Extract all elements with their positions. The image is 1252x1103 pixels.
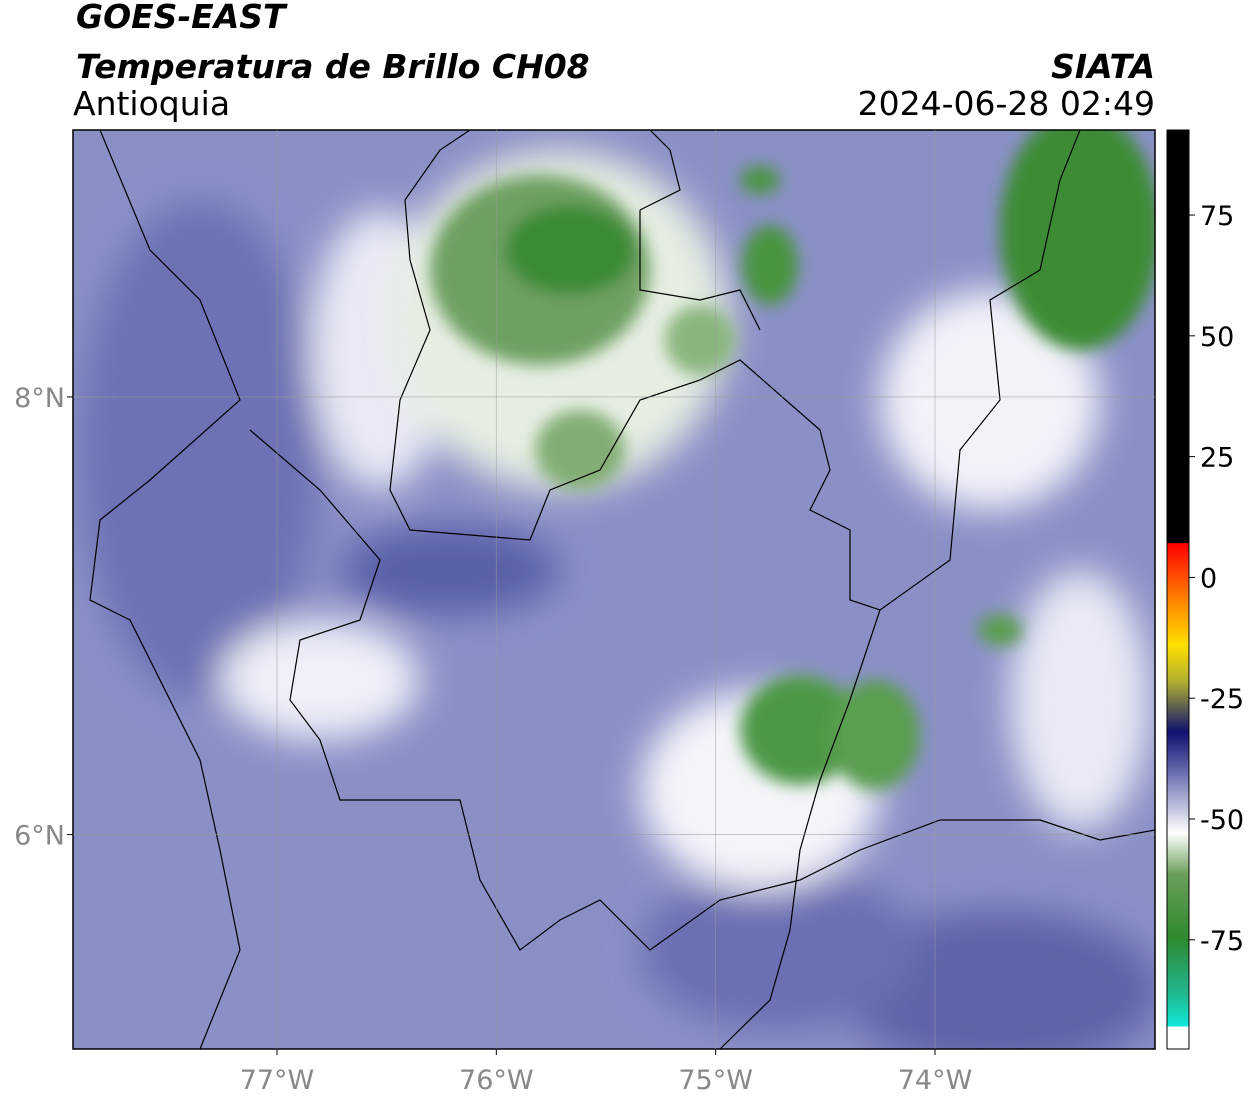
title: GOES-EAST	[76, 0, 288, 36]
colorbar-tick-label: -50	[1200, 805, 1244, 836]
colorbar-tick-label: -75	[1200, 926, 1244, 957]
y-tick-label: 6°N	[14, 821, 65, 852]
map-frame	[72, 129, 1156, 1050]
colorbar-tick-label: 50	[1200, 322, 1234, 353]
x-tick-label: 77°W	[240, 1065, 315, 1096]
x-tick-label: 75°W	[678, 1065, 753, 1096]
y-tick-label: 8°N	[14, 383, 65, 414]
colorbar	[1166, 129, 1190, 1050]
colorbar-tick-label: -25	[1200, 684, 1244, 715]
colorbar-tick-label: 0	[1200, 563, 1217, 594]
colorbar-tick-label: 75	[1200, 201, 1234, 232]
x-tick-label: 74°W	[898, 1065, 973, 1096]
satellite-image	[73, 130, 1155, 1049]
x-tick-label: 76°W	[459, 1065, 534, 1096]
source: SIATA	[1051, 47, 1155, 86]
region: Antioquia	[73, 84, 230, 123]
subtitle: Temperatura de Brillo CH08	[76, 47, 590, 86]
datetime: 2024-06-28 02:49	[858, 84, 1155, 123]
colorbar-tick-label: 25	[1200, 443, 1234, 474]
